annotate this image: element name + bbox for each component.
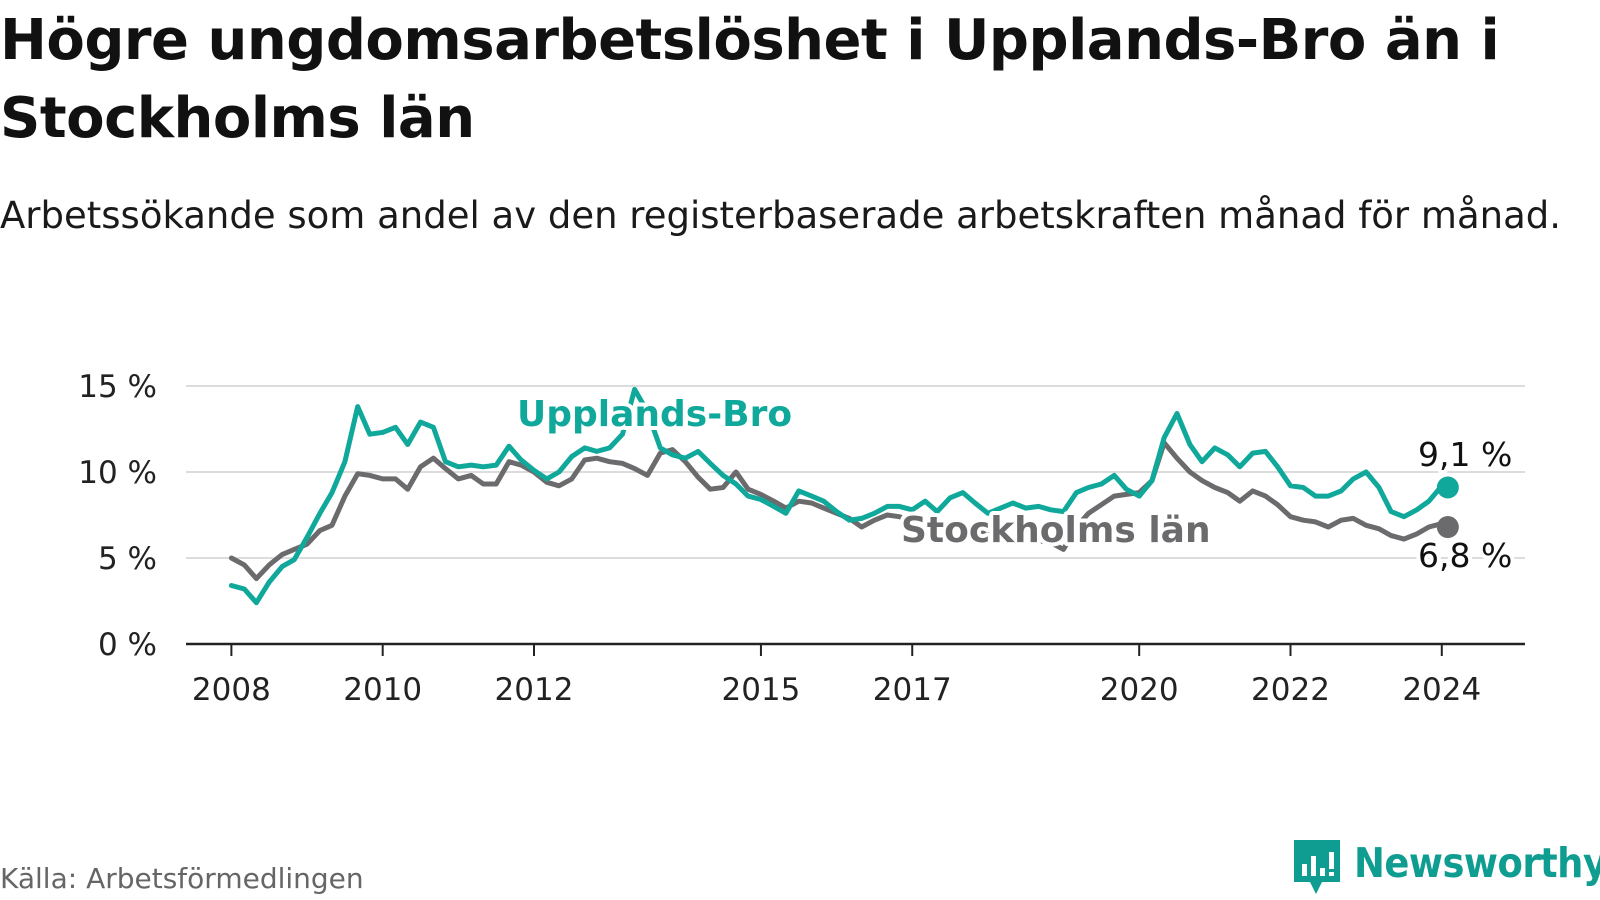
x-tick-label: 2010 — [343, 672, 422, 708]
series-label-upplands-bro-halo: Upplands-Bro — [517, 394, 792, 435]
y-tick-label: 15 % — [78, 369, 157, 405]
series-label-stockholms-lan-halo: Stockholms län — [901, 510, 1211, 551]
y-tick-label: 10 % — [78, 455, 157, 491]
series-end-point-stockholms-lan — [1436, 516, 1459, 539]
x-tick-label: 2022 — [1251, 672, 1330, 708]
end-value-stockholms-lan-halo: 6,8 % — [1418, 536, 1512, 575]
x-tick-label: 2008 — [192, 672, 271, 708]
end-value-upplands-bro: 9,1 % — [1418, 435, 1512, 474]
page-title: Högre ungdomsarbetslöshet i Upplands-Bro… — [0, 8, 1500, 151]
y-axis-tick-labels: 0 % 5 % 10 % 15 % — [78, 369, 157, 663]
series-label-stockholms-lan: Stockholms län — [901, 510, 1211, 551]
x-tick-label: 2015 — [721, 672, 800, 708]
newsworthy-logo: Newsworthy — [1292, 838, 1600, 898]
series-label-upplands-bro: Upplands-Bro — [517, 394, 792, 435]
x-tick-label: 2020 — [1100, 672, 1179, 708]
end-value-stockholms-lan: 6,8 % — [1418, 536, 1512, 575]
series-line-upplands-bro — [228, 386, 1451, 606]
x-tick-label: 2024 — [1402, 672, 1481, 708]
line-chart: 0 %5 %10 %15 % 2008 2010 2012 2015 2017 2020 2… — [78, 369, 1525, 708]
series-lines — [228, 386, 1459, 606]
y-tick-label: 5 % — [98, 541, 157, 577]
x-tick-label: 2017 — [873, 672, 952, 708]
page-subtitle: Arbetssökande som andel av den registerb… — [0, 194, 1561, 237]
y-tick-label: 0 % — [98, 627, 157, 663]
newsworthy-chart-icon — [1294, 840, 1340, 894]
source-note: Källa: Arbetsförmedlingen — [0, 862, 364, 895]
series-end-point-upplands-bro — [1436, 476, 1459, 499]
brand-name: Newsworthy — [1354, 839, 1600, 887]
end-value-upplands-bro-halo: 9,1 % — [1418, 435, 1512, 474]
x-tick-label: 2012 — [495, 672, 574, 708]
grid-lines — [186, 385, 1525, 559]
x-axis-ticks: 2008 2010 2012 2015 2017 2020 2022 2024 — [186, 642, 1525, 708]
